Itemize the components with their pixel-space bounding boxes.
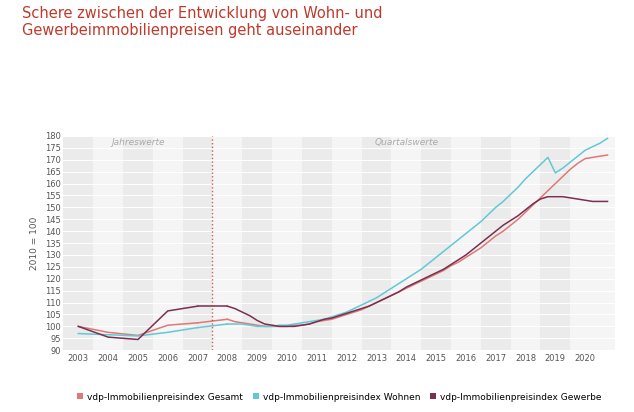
Bar [421,136,451,350]
Bar [242,136,272,350]
Bar [302,136,332,350]
Text: Schere zwischen der Entwicklung von Wohn- und: Schere zwischen der Entwicklung von Wohn… [22,6,383,21]
Bar [481,136,510,350]
Bar [63,136,93,350]
Bar [570,136,600,350]
Bar [451,136,481,350]
Legend: vdp-Immobilienpreisindex Gesamt, vdp-Immobilienpreisindex Wohnen, vdp-Immobilien: vdp-Immobilienpreisindex Gesamt, vdp-Imm… [73,389,605,405]
Bar [361,136,391,350]
Bar [212,136,242,350]
Bar [540,136,570,350]
Bar [93,136,123,350]
Text: Gewerbeimmobilienpreisen geht auseinander: Gewerbeimmobilienpreisen geht auseinande… [22,23,358,37]
Bar [153,136,183,350]
Y-axis label: 2010 = 100: 2010 = 100 [30,216,39,270]
Text: Jahreswerte: Jahreswerte [111,138,165,147]
Bar [510,136,540,350]
Bar [391,136,421,350]
Bar [272,136,302,350]
Bar [183,136,212,350]
Bar [123,136,153,350]
Text: Quartalswerte: Quartalswerte [374,138,438,147]
Bar [332,136,361,350]
